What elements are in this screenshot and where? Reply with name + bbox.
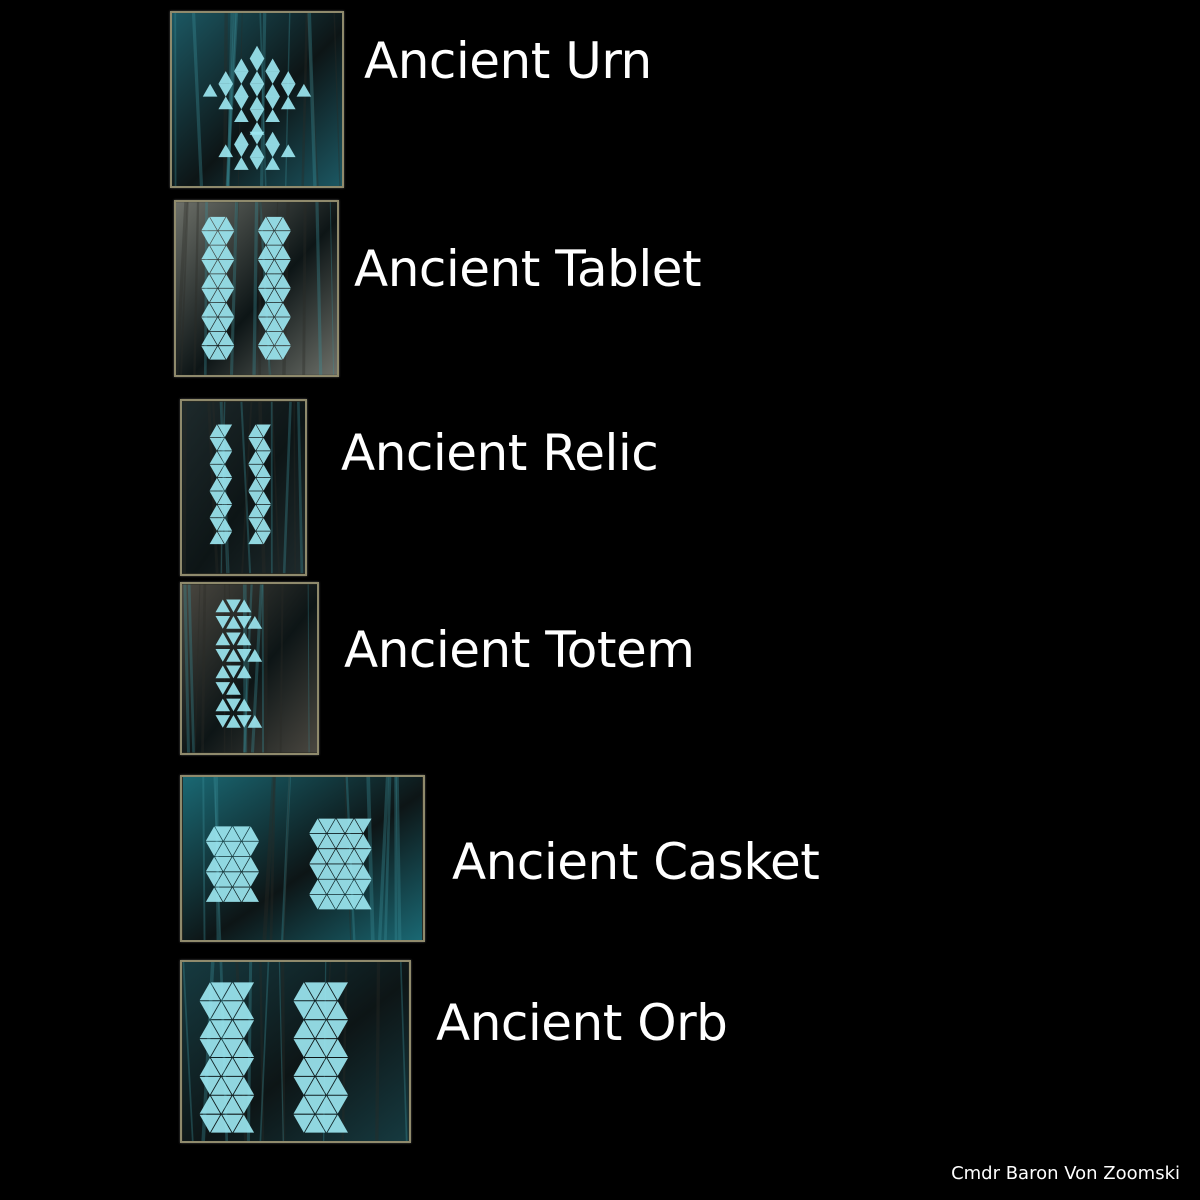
artifact-label-orb: Ancient Orb [436, 994, 728, 1052]
author-credit: Cmdr Baron Von Zoomski [951, 1163, 1180, 1184]
orb-glyph-icon [180, 960, 411, 1143]
totem-glyph-art [182, 584, 317, 753]
tablet-glyph-art [176, 202, 337, 375]
artifact-label-urn: Ancient Urn [364, 32, 652, 90]
urn-glyph-icon [170, 11, 344, 188]
casket-glyph-icon [180, 775, 425, 942]
relic-glyph-art [182, 401, 305, 574]
totem-glyph-icon [180, 582, 319, 755]
urn-glyph-art [172, 13, 342, 186]
artifact-label-relic: Ancient Relic [341, 424, 659, 482]
tablet-glyph-icon [174, 200, 339, 377]
artifact-label-casket: Ancient Casket [452, 833, 820, 891]
artifact-label-tablet: Ancient Tablet [354, 240, 702, 298]
relic-glyph-icon [180, 399, 307, 576]
artifact-label-totem: Ancient Totem [344, 621, 695, 679]
casket-glyph-art [182, 777, 423, 940]
orb-glyph-art [182, 962, 409, 1141]
